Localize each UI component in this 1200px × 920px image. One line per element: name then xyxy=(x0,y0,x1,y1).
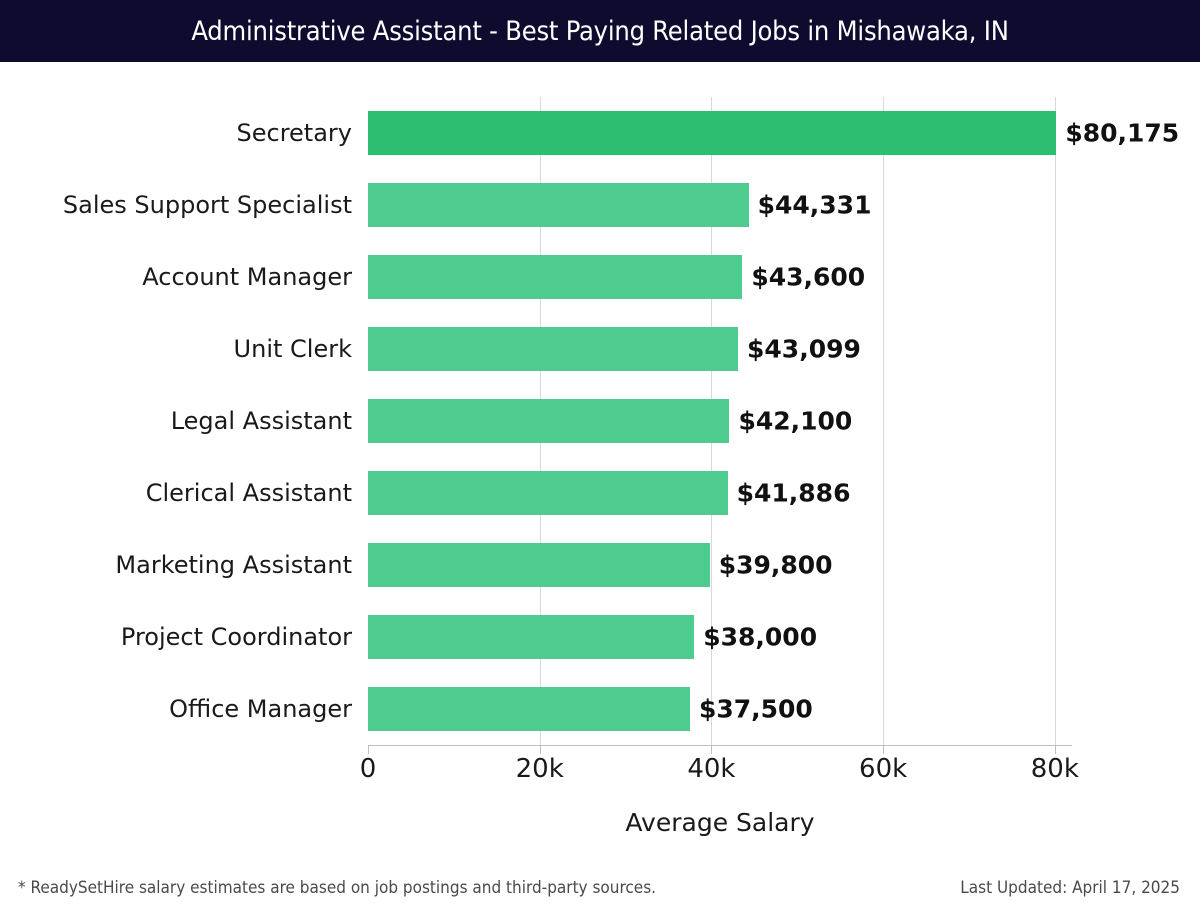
bar-value-label: $43,099 xyxy=(747,334,861,364)
page-title: Administrative Assistant - Best Paying R… xyxy=(191,15,1009,47)
bar-value-label: $41,886 xyxy=(736,478,851,508)
bar[interactable] xyxy=(368,471,728,515)
bar-row[interactable]: $41,886 xyxy=(368,471,1072,515)
bar[interactable] xyxy=(368,255,743,299)
bar-value-label: $38,000 xyxy=(703,622,818,652)
x-tick-label: 60k xyxy=(859,754,908,784)
bar-row[interactable]: $80,175 xyxy=(368,111,1179,155)
bar-row[interactable]: $44,331 xyxy=(368,183,1072,227)
bar-value-label: $37,500 xyxy=(698,694,813,724)
bar-row[interactable]: $39,800 xyxy=(368,543,1072,587)
bar-value-label: $80,175 xyxy=(1065,118,1180,148)
x-tick-mark xyxy=(1054,745,1056,754)
bar-row[interactable]: $37,500 xyxy=(368,687,1072,731)
x-axis-line xyxy=(368,745,1072,746)
x-tick-label: 0 xyxy=(359,754,377,784)
bar-row[interactable]: $43,099 xyxy=(368,327,1072,371)
bar-row[interactable]: $42,100 xyxy=(368,399,1072,443)
bar-value-label: $43,600 xyxy=(751,262,866,292)
bar-row[interactable]: $43,600 xyxy=(368,255,1072,299)
bar[interactable] xyxy=(368,327,739,371)
x-axis-title: Average Salary xyxy=(625,808,815,837)
x-tick-mark xyxy=(711,745,713,754)
bar[interactable] xyxy=(368,399,730,443)
bar[interactable] xyxy=(368,687,690,731)
category-label: Project Coordinator xyxy=(120,623,352,651)
plot-area: $80,175 $44,331 $43,600 $43,099 $42,100 $41,8… xyxy=(368,97,1179,745)
bar-row[interactable]: $38,000 xyxy=(368,615,1072,659)
footer-last-updated: Last Updated: April 17, 2025 xyxy=(960,878,1180,898)
category-label: Sales Support Specialist xyxy=(62,191,352,219)
bar[interactable] xyxy=(368,615,695,659)
header-bar xyxy=(0,0,1200,62)
x-tick-label: 40k xyxy=(687,754,736,784)
category-label: Office Manager xyxy=(169,695,352,723)
category-label: Marketing Assistant xyxy=(115,551,352,579)
x-tick-label: 80k xyxy=(1030,754,1079,784)
bar[interactable] xyxy=(368,111,1057,155)
x-tick-mark xyxy=(883,745,885,754)
bar[interactable] xyxy=(368,543,710,587)
x-tick-label: 20k xyxy=(515,754,564,784)
category-label: Unit Clerk xyxy=(233,335,352,363)
category-label: Secretary xyxy=(236,119,353,147)
x-tick-mark xyxy=(539,745,541,754)
footer-disclaimer: * ReadySetHire salary estimates are base… xyxy=(18,878,657,898)
category-label: Account Manager xyxy=(142,263,352,291)
y-axis-labels: Secretary Sales Support Specialist Account… xyxy=(0,97,368,745)
bar-value-label: $42,100 xyxy=(738,406,853,436)
bar-value-label: $44,331 xyxy=(757,190,872,220)
gridline xyxy=(883,97,885,745)
x-tick-mark xyxy=(368,745,369,754)
bar-value-label: $39,800 xyxy=(718,550,833,580)
gridline xyxy=(1054,97,1056,745)
bar[interactable] xyxy=(368,183,749,227)
category-label: Legal Assistant xyxy=(170,407,352,435)
category-label: Clerical Assistant xyxy=(145,479,352,507)
